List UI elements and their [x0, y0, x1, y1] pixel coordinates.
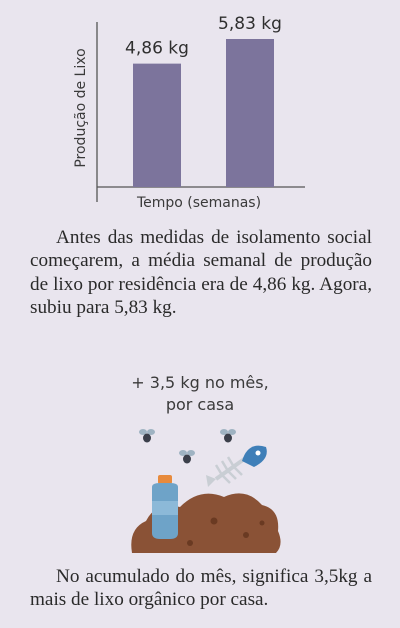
bar-1: [133, 63, 181, 187]
y-axis-label: Produção de Lixo: [73, 48, 89, 167]
fly-icon: [179, 450, 195, 464]
callout-line-2: por casa: [165, 395, 235, 414]
fly-icon: [220, 429, 236, 443]
callout-line-1: + 3,5 kg no mês,: [131, 373, 269, 392]
fish-bone-icon: [206, 445, 267, 487]
monthly-increase-callout: + 3,5 kg no mês, por casa: [0, 372, 400, 416]
bar-2: [226, 39, 274, 187]
bar-2-value-label: 5,83 kg: [218, 14, 282, 34]
closing-paragraph: No acumulado do mês, significa 3,5kg a m…: [30, 566, 372, 611]
bar-chart: Produção de Lixo Tempo (semanas) 4,86 kg…: [73, 14, 305, 211]
intro-paragraph: Antes das medidas de isolamento social c…: [30, 227, 372, 319]
bars-group: 4,86 kg 5,83 kg: [125, 14, 282, 187]
garbage-illustration: [131, 429, 281, 553]
fly-icon: [139, 429, 155, 443]
x-axis-label: Tempo (semanas): [136, 195, 261, 211]
bottle-icon: [152, 475, 178, 539]
bar-1-value-label: 4,86 kg: [125, 39, 189, 59]
